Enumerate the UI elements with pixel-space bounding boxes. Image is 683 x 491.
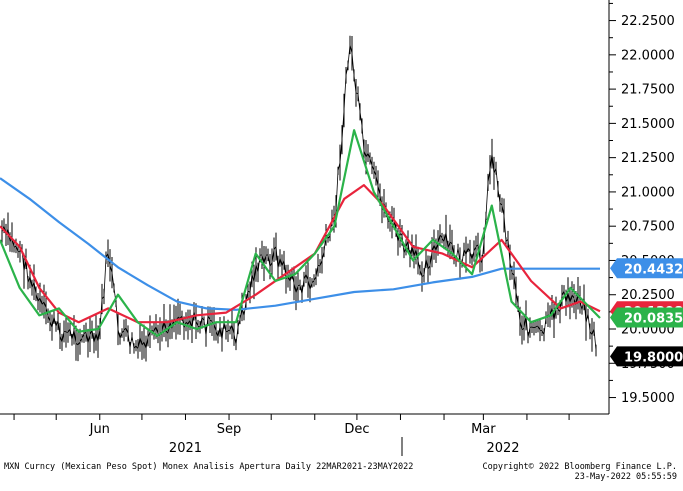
value-tag-label: 20.4432 [624,262,683,277]
y-tick-label: 21.7500 [621,83,675,98]
series-layer [0,35,601,362]
value-tag: 20.0835 [610,307,683,328]
y-tick-label: 20.2500 [621,288,675,303]
x-tick-label: Sep [217,422,242,437]
series-price-bars [1,35,597,362]
y-tick-label: 22.2500 [621,14,675,29]
y-tick-label: 21.5000 [621,117,675,132]
x-tick-label: Mar [471,422,496,437]
y-tick-label: 19.5000 [621,391,675,406]
footer-copyright: Copyright© 2022 Bloomberg Finance L.P. 2… [483,462,677,482]
y-axis: 19.500019.750020.000020.250020.500020.75… [609,2,675,406]
series-ma-medium [0,184,601,324]
x-axis: Jun Sep Dec Mar 2021 2022 [13,414,570,456]
value-tag: 19.8000 [610,346,683,367]
series-ma-long [0,177,600,311]
y-tick-label: 20.7500 [621,220,675,235]
footer-source: MXN Curncy (Mexican Peso Spot) Monex Ana… [4,462,414,472]
footer-copyright-line: Copyright© 2022 Bloomberg Finance L.P. [482,462,677,472]
value-tag-label: 20.0835 [624,312,683,327]
value-tag-label: 19.8000 [624,350,683,365]
x-year-label: 2021 [169,441,202,456]
y-tick-label: 21.0000 [621,185,675,200]
x-year-label: 2022 [486,441,519,456]
series-price-line [1,44,597,351]
y-tick-label: 22.0000 [621,48,675,63]
value-tag: 20.4432 [610,258,683,279]
x-tick-label: Jun [89,422,110,437]
y-tick-label: 21.2500 [621,151,675,166]
x-tick-label: Dec [344,422,369,437]
series-ma-short [0,129,601,337]
footer-timestamp: 23-May-2022 05:55:59 [574,472,677,482]
